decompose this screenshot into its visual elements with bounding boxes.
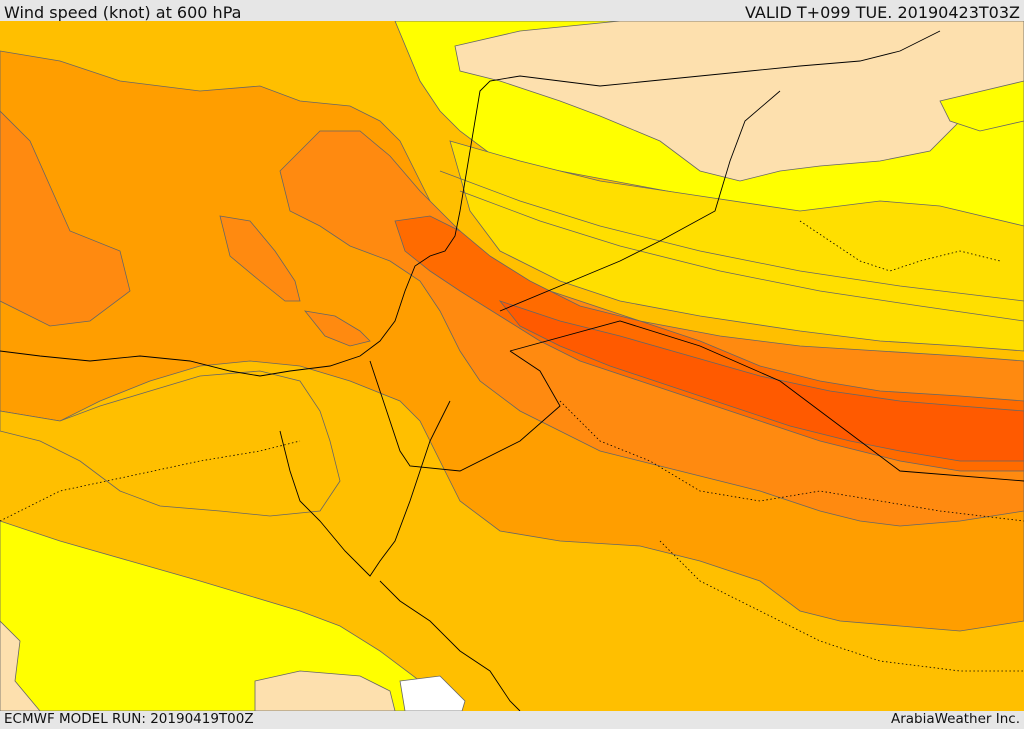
admin-border bbox=[799, 220, 1001, 272]
model-run-label: ECMWF MODEL RUN: 20190419T00Z bbox=[4, 711, 254, 727]
band-deepest-core bbox=[498, 300, 1024, 462]
band-pale-south bbox=[0, 620, 396, 711]
band-orange-southwest bbox=[0, 370, 341, 517]
contour-line bbox=[459, 190, 1024, 322]
coastline-east-sea bbox=[379, 580, 521, 711]
band-dark-orange-west bbox=[0, 110, 131, 327]
coastline-south bbox=[279, 400, 451, 577]
valid-time-label: VALID T+099 TUE. 20190423T03Z bbox=[744, 3, 1020, 22]
border bbox=[499, 90, 781, 312]
credit-label: ArabiaWeather Inc. bbox=[890, 711, 1020, 727]
border bbox=[369, 350, 561, 472]
band-dark-orange-island-2 bbox=[304, 310, 371, 347]
band-gold-east bbox=[449, 140, 1024, 352]
admin-border bbox=[659, 540, 1024, 672]
band-white-south bbox=[399, 675, 466, 711]
band-dark-orange-island bbox=[219, 215, 301, 302]
band-pale-north bbox=[454, 21, 1024, 182]
band-yellow-patch bbox=[939, 80, 1024, 132]
contour-line bbox=[439, 170, 1024, 302]
border bbox=[509, 320, 1024, 482]
map-title: Wind speed (knot) at 600 hPa bbox=[4, 3, 242, 22]
band-yellow-south bbox=[0, 520, 451, 711]
coastline bbox=[0, 30, 941, 377]
wind-speed-map bbox=[0, 21, 1024, 711]
